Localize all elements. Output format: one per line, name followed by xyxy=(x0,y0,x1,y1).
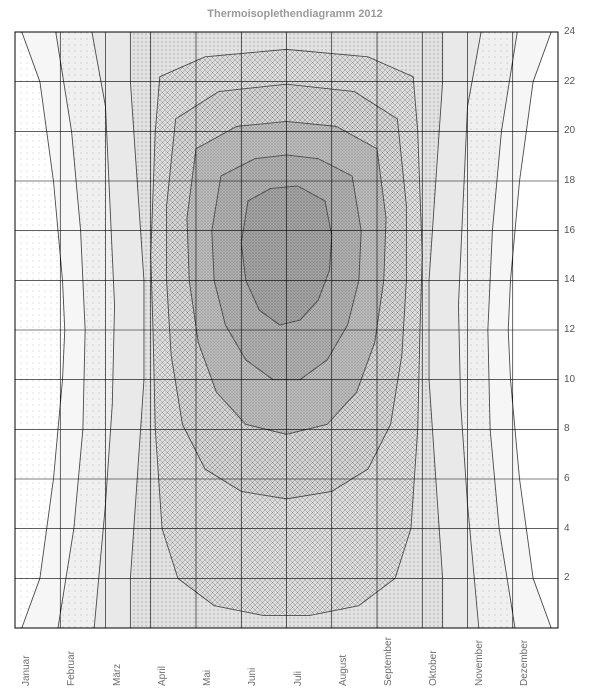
x-tick-label: September xyxy=(383,637,394,686)
x-tick-label: Dezember xyxy=(519,640,530,686)
x-tick-label: Februar xyxy=(66,651,77,686)
x-tick-label: Oktober xyxy=(428,650,439,686)
y-tick-label: 12 xyxy=(564,324,575,335)
x-tick-label: August xyxy=(338,655,349,686)
y-tick-label: 18 xyxy=(564,175,575,186)
y-tick-label: 14 xyxy=(564,274,575,285)
y-tick-label: 20 xyxy=(564,125,575,136)
y-tick-label: 22 xyxy=(564,76,575,87)
y-tick-label: 10 xyxy=(564,374,575,385)
y-tick-label: 8 xyxy=(564,423,570,434)
x-tick-label: Januar xyxy=(21,655,32,686)
x-tick-label: März xyxy=(112,664,123,686)
y-tick-label: 4 xyxy=(564,523,570,534)
contour-chart xyxy=(0,0,590,696)
y-tick-label: 2 xyxy=(564,572,570,583)
x-tick-label: Juni xyxy=(247,668,258,686)
y-tick-label: 16 xyxy=(564,225,575,236)
x-tick-label: April xyxy=(157,666,168,686)
chart-container: Thermoisoplethendiagramm 2012 2468101214… xyxy=(0,0,590,696)
y-tick-label: 24 xyxy=(564,26,575,37)
x-tick-label: Juli xyxy=(293,671,304,686)
x-tick-label: Mai xyxy=(202,670,213,686)
x-tick-label: November xyxy=(474,640,485,686)
y-tick-label: 6 xyxy=(564,473,570,484)
